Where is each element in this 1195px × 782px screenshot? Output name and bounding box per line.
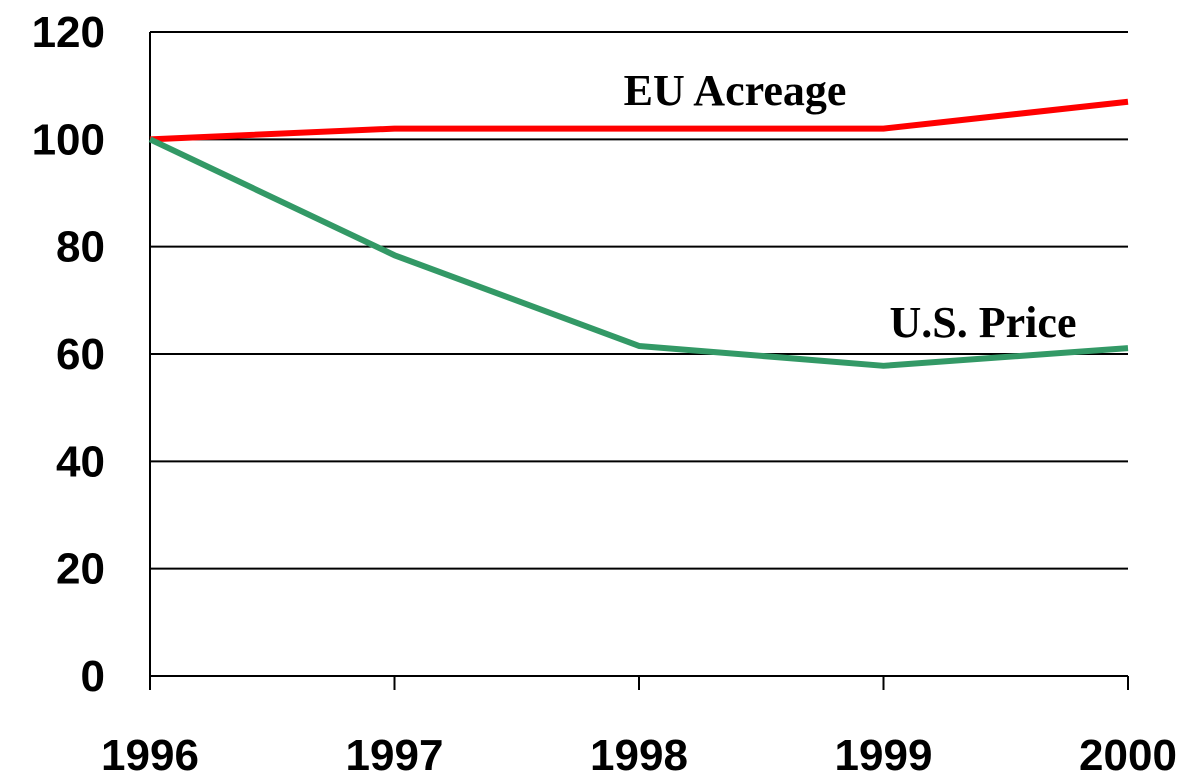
y-tick-label: 20 bbox=[56, 545, 105, 594]
y-tick-label: 120 bbox=[32, 8, 105, 57]
x-tick-label: 1997 bbox=[346, 731, 444, 780]
y-tick-label: 80 bbox=[56, 223, 105, 272]
x-tick-label: 1999 bbox=[835, 731, 933, 780]
series-line bbox=[148, 136, 1129, 369]
y-tick-label: 0 bbox=[81, 652, 105, 701]
x-tick-label: 1996 bbox=[101, 731, 199, 780]
y-tick-label: 100 bbox=[32, 115, 105, 164]
y-tick-label: 40 bbox=[56, 437, 105, 486]
series-label: U.S. Price bbox=[890, 298, 1077, 347]
series-line bbox=[149, 98, 1129, 143]
x-tick-label: 2000 bbox=[1079, 731, 1177, 780]
x-tick-label: 1998 bbox=[590, 731, 688, 780]
y-tick-label: 60 bbox=[56, 330, 105, 379]
series-label: EU Acreage bbox=[624, 66, 847, 115]
